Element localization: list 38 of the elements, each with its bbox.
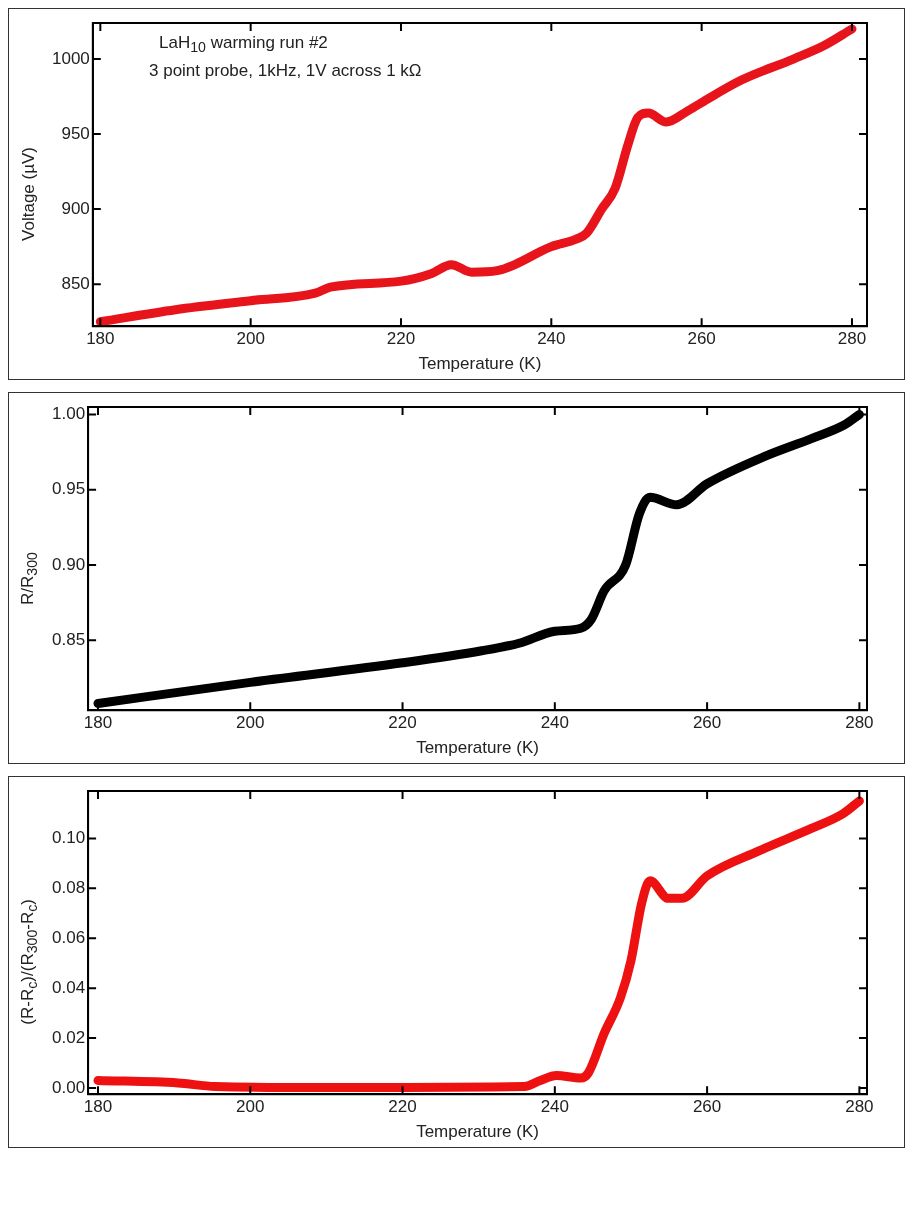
x-axis-title: Temperature (K): [418, 354, 542, 374]
x-tick-label: 220: [388, 1097, 417, 1117]
y-tick-label: 0.06: [51, 927, 86, 947]
y-tick-label: 850: [61, 273, 90, 293]
y-tick-label: 0.10: [51, 828, 86, 848]
x-tick-label: 260: [692, 713, 722, 733]
x-tick-label: 180: [86, 329, 115, 349]
y-axis-title: Voltage (µV): [19, 147, 39, 241]
x-tick-label: 240: [537, 329, 566, 349]
y-tick-label: 0.02: [51, 1027, 86, 1047]
x-tick-label: 220: [386, 329, 416, 349]
y-tick-label: 0.04: [51, 977, 86, 997]
x-tick-label: 280: [837, 329, 867, 349]
x-tick-label: 180: [83, 713, 113, 733]
y-tick-label: 0.08: [51, 878, 86, 898]
x-tick-label: 240: [540, 713, 570, 733]
y-tick-label: 0.85: [51, 629, 86, 649]
y-tick-label: 1.00: [51, 404, 86, 424]
annotation: 3 point probe, 1kHz, 1V across 1 kΩ: [149, 61, 422, 81]
y-tick-label: 0.90: [51, 554, 86, 574]
y-tick-label: 1000: [51, 48, 90, 68]
x-axis-title: Temperature (K): [416, 1122, 539, 1142]
x-tick-label: 260: [692, 1097, 722, 1117]
x-tick-label: 240: [540, 1097, 570, 1117]
y-tick-label: 0.00: [51, 1077, 86, 1097]
y-tick-label: 950: [61, 123, 90, 143]
x-tick-label: 220: [388, 713, 417, 733]
x-tick-label: 180: [83, 1097, 113, 1117]
x-tick-label: 200: [236, 1097, 265, 1117]
y-tick-label: 0.95: [51, 479, 86, 499]
x-tick-label: 280: [845, 713, 874, 733]
annotation: LaH$_{10}$ warming run #2: [159, 33, 328, 56]
y-tick-label: 900: [61, 198, 90, 218]
x-tick-label: 200: [236, 329, 265, 349]
x-tick-label: 280: [845, 1097, 874, 1117]
x-axis-title: Temperature (K): [416, 738, 539, 758]
x-tick-label: 260: [687, 329, 716, 349]
x-tick-label: 200: [236, 713, 265, 733]
